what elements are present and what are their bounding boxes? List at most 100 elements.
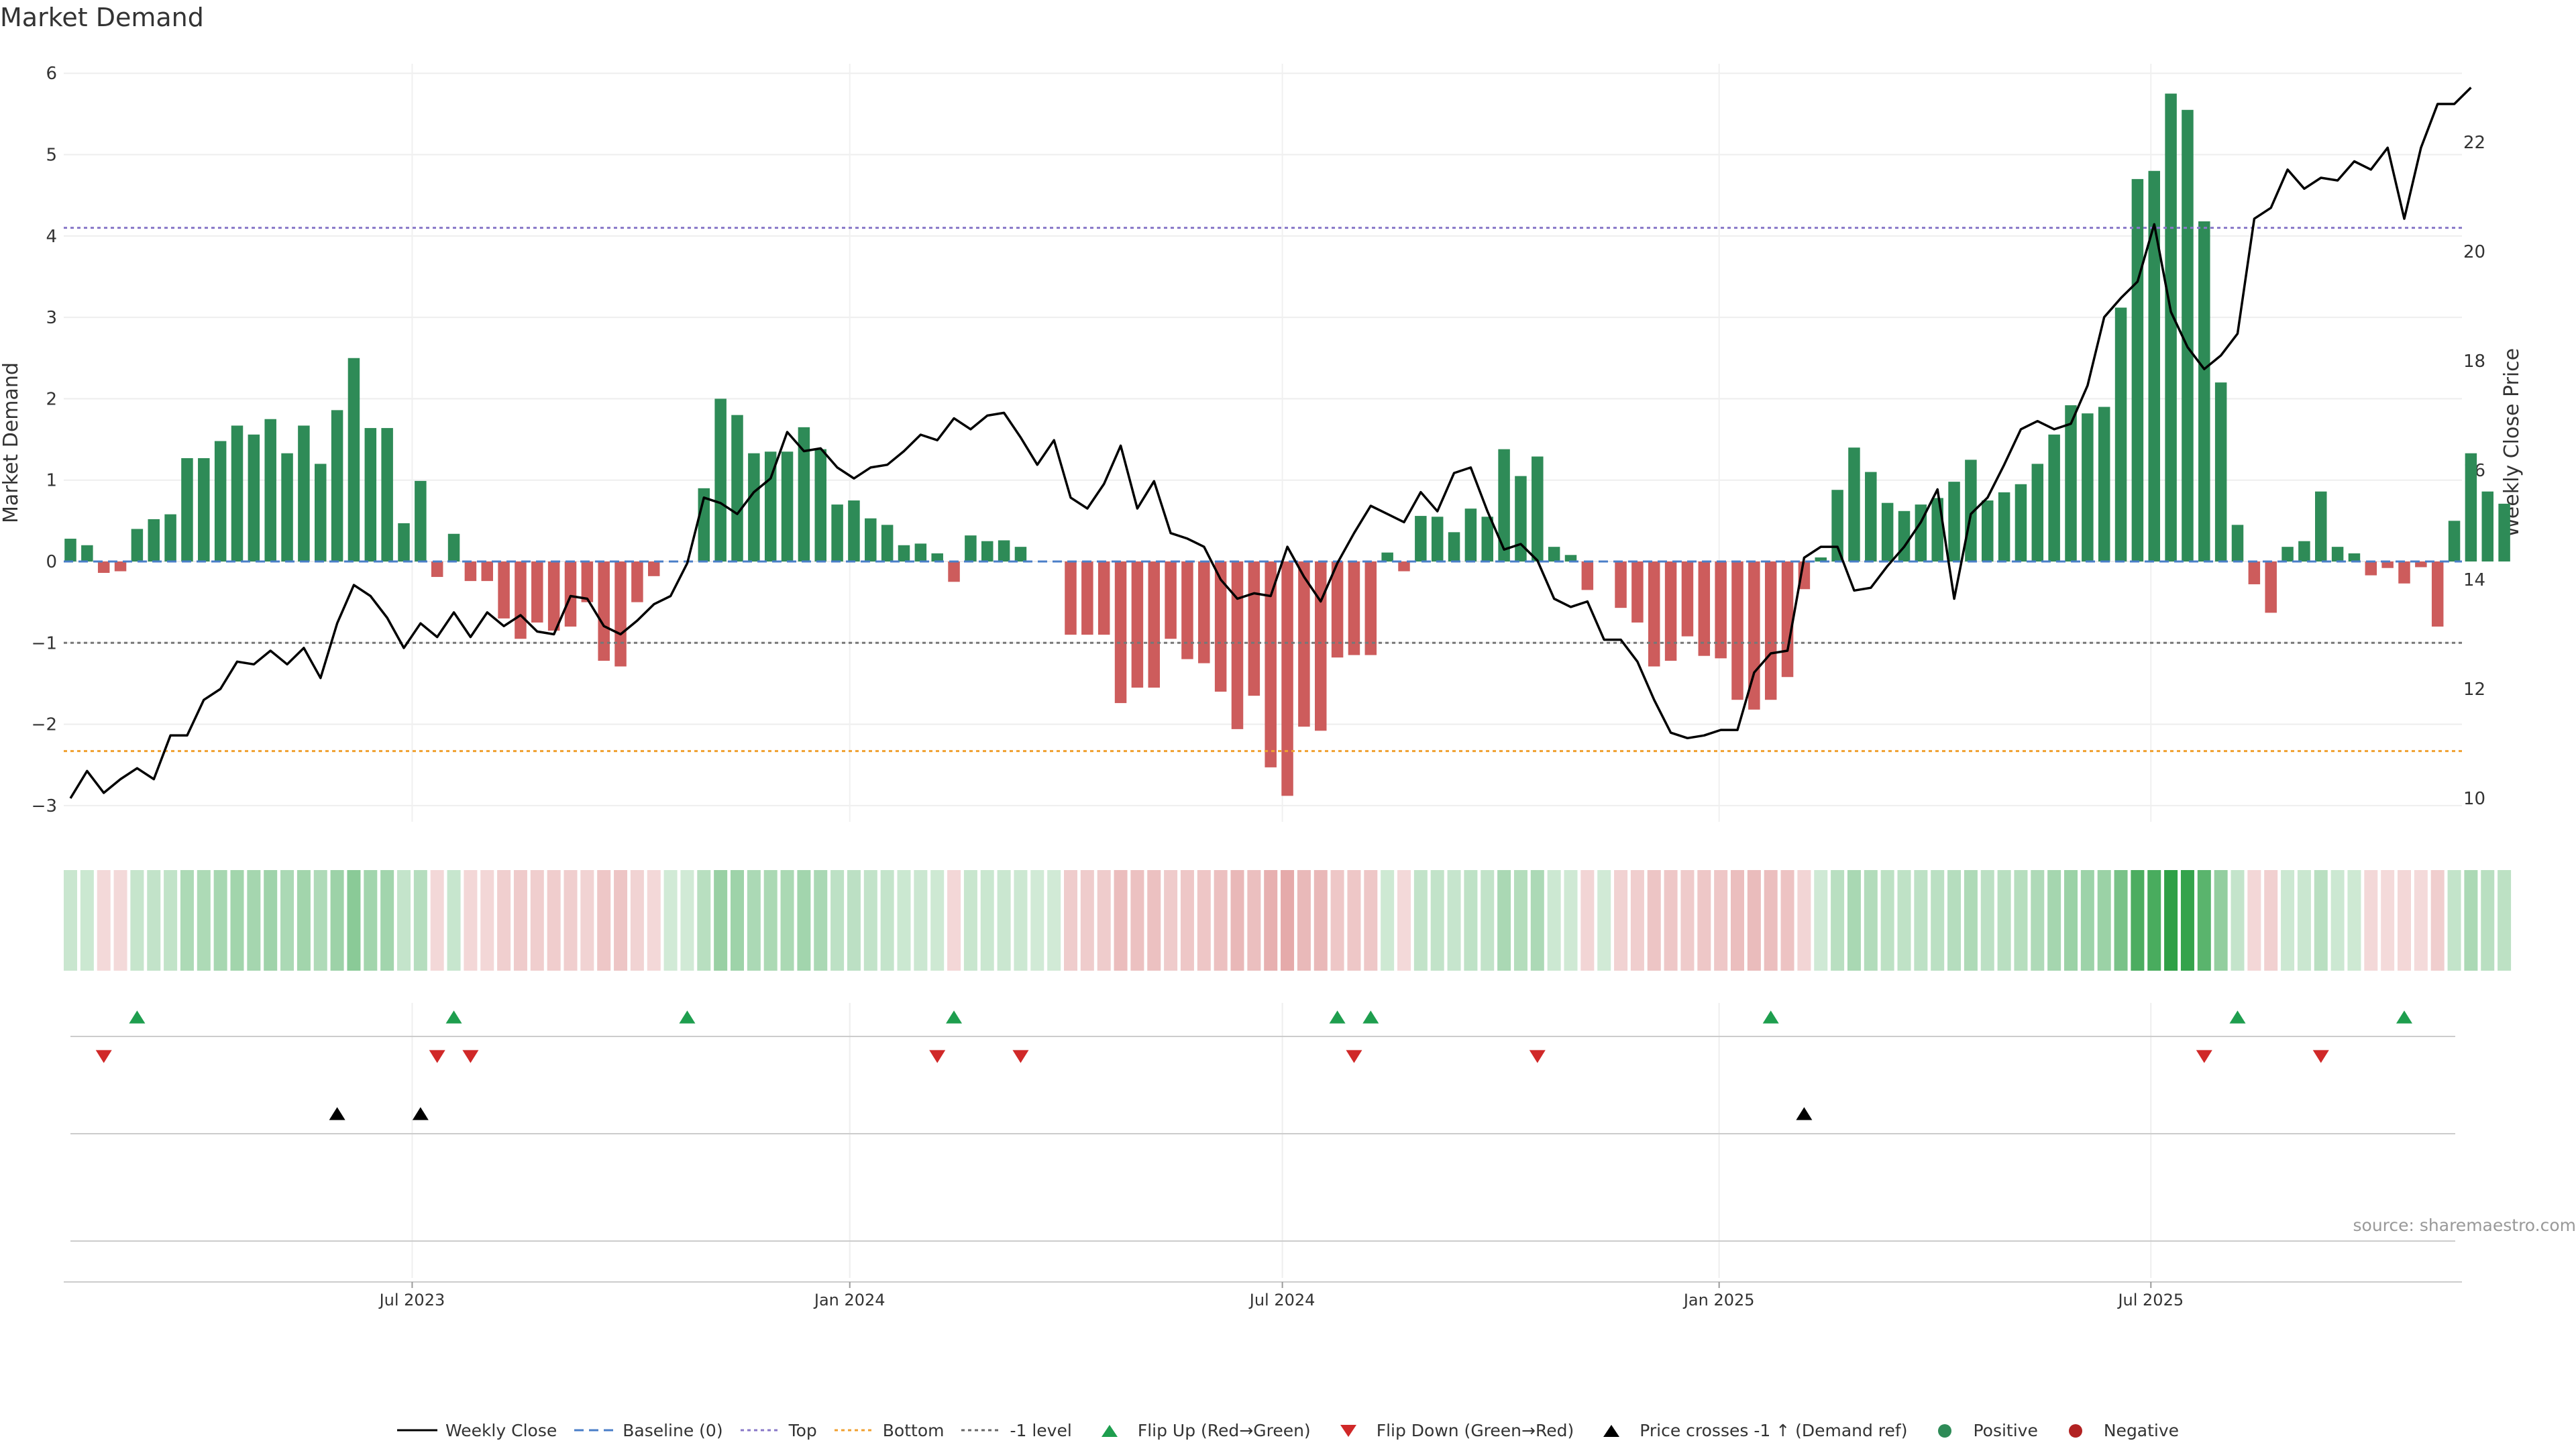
heat-cell	[180, 870, 194, 971]
legend-label: Weekly Close	[445, 1421, 557, 1440]
flip-down-marker	[95, 1050, 112, 1063]
y2-tick-label: 12	[2463, 680, 2485, 700]
heat-cell	[1481, 870, 1495, 971]
heat-cell	[997, 870, 1011, 971]
demand-bar	[981, 541, 994, 561]
y2-tick-label: 10	[2463, 789, 2485, 809]
legend-label: -1 level	[1010, 1421, 1072, 1440]
demand-bar	[2315, 491, 2327, 561]
demand-bar	[231, 425, 244, 561]
demand-bar	[648, 561, 660, 576]
heat-cell	[1080, 870, 1094, 971]
x-tick-label: Jul 2023	[378, 1291, 445, 1309]
demand-bar	[264, 419, 276, 561]
demand-bar	[2415, 561, 2427, 568]
heat-cell	[430, 870, 444, 971]
heat-cell	[1630, 870, 1644, 971]
heat-cell	[2064, 870, 2078, 971]
heat-cell	[1014, 870, 1028, 971]
demand-bar	[1781, 561, 1794, 678]
demand-bar	[248, 434, 260, 561]
heat-cell	[1897, 870, 1911, 971]
heat-cell	[2147, 870, 2161, 971]
heat-cell	[2430, 870, 2445, 971]
heat-cell	[1130, 870, 1144, 971]
weekly-close-line	[69, 87, 2472, 799]
legend-swatch	[834, 1429, 875, 1431]
legend-swatch	[2068, 1424, 2082, 1438]
demand-bar	[2298, 541, 2310, 561]
demand-bar	[181, 458, 193, 561]
demand-bar	[931, 553, 943, 561]
legend-label: Baseline (0)	[623, 1421, 723, 1440]
demand-bar	[364, 428, 377, 561]
demand-bar	[1664, 561, 1677, 661]
heat-cell	[2231, 870, 2245, 971]
demand-bar	[1231, 561, 1244, 729]
heat-cell	[1197, 870, 1211, 971]
demand-bar	[547, 561, 560, 631]
flip-up-marker	[129, 1010, 146, 1024]
legend-label: Price crosses -1 ↑ (Demand ref)	[1640, 1421, 1908, 1440]
demand-bar	[714, 398, 727, 561]
heat-cell	[1281, 870, 1295, 971]
demand-bar	[1698, 561, 1711, 656]
heat-cell	[630, 870, 644, 971]
demand-bar	[1415, 516, 1427, 561]
demand-bar	[2448, 521, 2461, 561]
flip-up-marker	[679, 1010, 696, 1024]
heat-cell	[1347, 870, 1361, 971]
heat-cell	[597, 870, 611, 971]
heat-cell	[714, 870, 728, 971]
heat-cell	[863, 870, 877, 971]
heat-cell	[1614, 870, 1628, 971]
heat-cell	[880, 870, 894, 971]
demand-bar	[948, 561, 960, 582]
demand-bar	[415, 480, 427, 561]
heat-cell	[397, 870, 411, 971]
heat-cell	[947, 870, 961, 971]
heat-cell	[1814, 870, 1828, 971]
heat-cell	[897, 870, 911, 971]
heat-cell	[164, 870, 178, 971]
demand-bar	[2331, 547, 2344, 561]
legend-item: Bottom	[834, 1421, 944, 1440]
legend-swatch	[396, 1429, 437, 1431]
price-cross-marker	[1796, 1107, 1813, 1120]
demand-bar	[1564, 555, 1577, 561]
heat-cell	[1114, 870, 1128, 971]
legend-item: Price crosses -1 ↑ (Demand ref)	[1591, 1421, 1907, 1440]
demand-bar	[464, 561, 477, 582]
demand-bar	[898, 545, 910, 561]
demand-bar	[1331, 561, 1344, 658]
demand-bar	[2231, 525, 2244, 561]
demand-bar	[214, 441, 227, 561]
heat-cell	[1381, 870, 1395, 971]
heat-cell	[1931, 870, 1945, 971]
demand-bar	[431, 561, 443, 578]
heat-cell	[1097, 870, 1111, 971]
heat-cell	[830, 870, 845, 971]
y-tick-label: 5	[46, 146, 57, 166]
legend-item: -1 level	[961, 1421, 1072, 1440]
legend-label: Flip Up (Red→Green)	[1137, 1421, 1311, 1440]
demand-bar	[1831, 490, 1843, 561]
demand-bar	[2182, 109, 2194, 561]
flip-up-marker	[2396, 1010, 2412, 1024]
demand-bar	[614, 561, 627, 667]
demand-bar	[2082, 413, 2094, 561]
demand-bar	[2065, 405, 2077, 561]
demand-bar	[114, 561, 127, 572]
demand-bar	[2248, 561, 2261, 584]
source-credit: source: sharemaestro.com	[2353, 1216, 2576, 1235]
legend-swatch	[1938, 1424, 1952, 1438]
heat-cell	[697, 870, 711, 971]
demand-bar	[1948, 482, 1960, 561]
heat-cell	[1914, 870, 1928, 971]
demand-bar	[481, 561, 493, 582]
demand-bar	[164, 514, 176, 561]
heat-cell	[2281, 870, 2295, 971]
demand-bar	[2348, 553, 2361, 561]
heat-cell	[364, 870, 378, 971]
x-tick-label: Jan 2024	[813, 1291, 885, 1309]
